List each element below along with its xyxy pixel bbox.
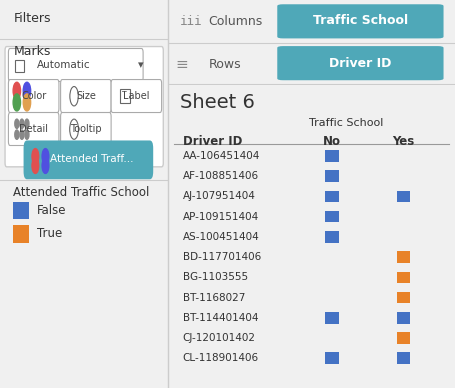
Text: Yes: Yes: [392, 135, 415, 148]
Text: CJ-120101402: CJ-120101402: [183, 333, 256, 343]
Circle shape: [23, 82, 30, 99]
Bar: [325, 170, 339, 182]
Text: Traffic School: Traffic School: [313, 14, 408, 28]
Bar: [15, 60, 25, 72]
Bar: [14, 202, 29, 219]
Circle shape: [25, 119, 29, 128]
FancyBboxPatch shape: [277, 4, 444, 38]
Bar: [325, 150, 339, 162]
Text: BT-1168027: BT-1168027: [183, 293, 245, 303]
Text: Rows: Rows: [208, 57, 241, 71]
Text: AA-106451404: AA-106451404: [183, 151, 260, 161]
Text: No: No: [323, 135, 341, 148]
Circle shape: [23, 94, 30, 111]
Bar: [396, 312, 410, 324]
FancyBboxPatch shape: [24, 140, 153, 179]
Text: Color: Color: [21, 91, 46, 101]
Text: BD-117701406: BD-117701406: [183, 252, 261, 262]
Bar: [120, 89, 130, 103]
FancyBboxPatch shape: [61, 113, 111, 146]
Text: Attended Traff...: Attended Traff...: [50, 154, 133, 165]
Text: Tooltip: Tooltip: [70, 124, 101, 134]
Bar: [325, 312, 339, 324]
Text: AS-100451404: AS-100451404: [183, 232, 259, 242]
Bar: [396, 292, 410, 303]
Text: Driver ID: Driver ID: [329, 57, 392, 70]
Circle shape: [25, 130, 29, 139]
Text: ▾: ▾: [138, 60, 144, 70]
FancyBboxPatch shape: [61, 80, 111, 113]
Circle shape: [42, 158, 49, 173]
FancyBboxPatch shape: [277, 46, 444, 80]
Bar: [396, 352, 410, 364]
Circle shape: [13, 94, 20, 111]
Bar: [396, 272, 410, 283]
Text: Driver ID: Driver ID: [183, 135, 242, 148]
Bar: [396, 332, 410, 344]
Circle shape: [13, 82, 20, 99]
Text: Attended Traffic School: Attended Traffic School: [14, 186, 150, 199]
Circle shape: [15, 130, 19, 139]
Text: AF-108851406: AF-108851406: [183, 171, 259, 181]
Circle shape: [32, 149, 39, 164]
Text: BT-114401404: BT-114401404: [183, 313, 258, 323]
Text: AP-109151404: AP-109151404: [183, 212, 259, 222]
Bar: [325, 211, 339, 222]
Circle shape: [32, 158, 39, 173]
Text: Traffic School: Traffic School: [309, 118, 383, 128]
FancyBboxPatch shape: [8, 80, 59, 113]
Text: False: False: [37, 204, 66, 217]
FancyBboxPatch shape: [8, 113, 59, 146]
Text: ≡: ≡: [176, 57, 188, 71]
Text: Automatic: Automatic: [37, 60, 91, 70]
Text: Columns: Columns: [208, 15, 263, 28]
Circle shape: [20, 130, 24, 139]
Circle shape: [15, 119, 19, 128]
Text: AJ-107951404: AJ-107951404: [183, 191, 256, 201]
Text: CL-118901406: CL-118901406: [183, 353, 259, 363]
FancyBboxPatch shape: [111, 80, 162, 113]
Bar: [396, 191, 410, 202]
Text: Filters: Filters: [14, 12, 51, 25]
Text: Label: Label: [123, 91, 150, 101]
Bar: [14, 225, 29, 242]
Text: Detail: Detail: [19, 124, 48, 134]
Text: T: T: [122, 91, 127, 100]
Text: Sheet 6: Sheet 6: [180, 93, 255, 112]
Text: Marks: Marks: [14, 45, 51, 58]
Bar: [396, 251, 410, 263]
Text: BG-1103555: BG-1103555: [183, 272, 248, 282]
FancyBboxPatch shape: [5, 47, 163, 167]
Text: True: True: [37, 227, 62, 240]
Bar: [325, 352, 339, 364]
Text: iii: iii: [180, 15, 202, 28]
Circle shape: [20, 119, 24, 128]
Bar: [325, 231, 339, 242]
Bar: [325, 191, 339, 202]
FancyBboxPatch shape: [8, 48, 143, 81]
Circle shape: [42, 149, 49, 164]
Text: Size: Size: [76, 91, 96, 101]
